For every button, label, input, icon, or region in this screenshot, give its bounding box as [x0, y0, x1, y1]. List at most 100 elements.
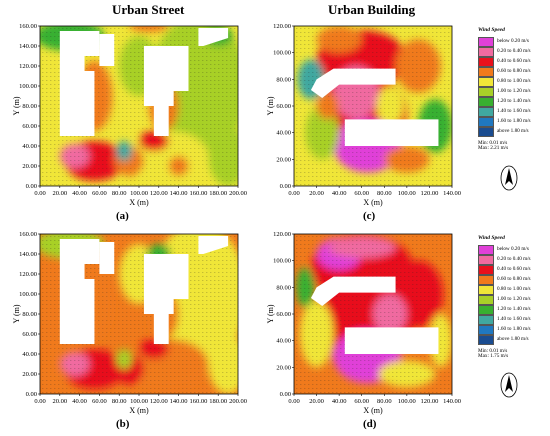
y-tick-label: 20.00	[22, 371, 37, 378]
x-tick-label: 20.00	[309, 398, 324, 405]
legend-entry: 1.60 to 1.80 m/s	[478, 324, 550, 335]
legend-label: 1.40 to 1.60 m/s	[497, 107, 531, 114]
y-tick-label: 0.00	[26, 183, 37, 190]
building-footprint	[310, 68, 396, 98]
x-tick-label: 60.00	[354, 190, 369, 197]
panel-c-urban-building: 0.00 20.00 40.00 60.00 80.00 100.00 120.00 140.…	[266, 22, 466, 214]
x-tick-label: 140.00	[170, 190, 188, 197]
legend-entry: 0.20 to 0.40 m/s	[478, 46, 550, 57]
x-tick-label: 120.00	[150, 398, 168, 405]
x-tick-label: 180.00	[209, 190, 227, 197]
x-tick-label: 140.00	[443, 190, 461, 197]
legend-label: 0.40 to 0.60 m/s	[497, 265, 531, 272]
x-tick-label: 60.00	[354, 398, 369, 405]
building-footprint	[344, 327, 439, 354]
building-footprint	[99, 34, 115, 66]
legend-swatch	[478, 254, 494, 265]
y-tick-label: 140.00	[19, 251, 37, 258]
legend-swatch	[478, 304, 494, 315]
wind-zone	[168, 156, 189, 176]
x-tick-label: 120.00	[420, 398, 438, 405]
y-tick-label: 60.00	[276, 103, 291, 110]
x-axis-title: X (m)	[129, 406, 149, 415]
legend-entry: 0.60 to 0.80 m/s	[478, 274, 550, 285]
legend-title: Wind Speed	[478, 235, 505, 241]
legend-swatch	[478, 284, 494, 295]
y-tick-label: 0.00	[26, 391, 37, 398]
y-tick-label: 60.00	[22, 331, 37, 338]
x-tick-label: 40.00	[332, 190, 347, 197]
legend-swatch	[478, 56, 494, 67]
y-tick-label: 80.00	[276, 284, 291, 291]
legend-label: 1.00 to 1.20 m/s	[497, 87, 531, 94]
x-tick-label: 120.00	[150, 190, 168, 197]
legend-entry: below 0.20 m/s	[478, 36, 550, 47]
wind-zone	[378, 360, 436, 388]
legend-swatch	[478, 46, 494, 57]
title-urban-street: Urban Street	[112, 2, 185, 17]
y-axis-title: Y (m)	[266, 304, 275, 323]
wind-zone	[116, 141, 133, 161]
x-tick-label: 80.00	[377, 190, 392, 197]
y-tick-label: 40.00	[276, 338, 291, 345]
legend-swatch	[478, 126, 494, 137]
legend-label: 1.60 to 1.80 m/s	[497, 117, 531, 124]
y-tick-label: 100.00	[273, 50, 291, 57]
legend-label: 1.40 to 1.60 m/s	[497, 315, 531, 322]
building-footprint	[198, 236, 229, 254]
wind-zone	[384, 146, 430, 173]
legend-swatch	[478, 264, 494, 275]
wind-zone	[373, 294, 407, 334]
legend-entry: above 1.80 m/s	[478, 126, 550, 137]
building-footprint	[69, 31, 100, 56]
y-tick-label: 140.00	[19, 43, 37, 50]
y-axis-title: Y (m)	[266, 96, 275, 115]
wind-zone	[208, 334, 238, 394]
y-tick-label: 120.00	[19, 271, 37, 278]
legend-label: above 1.80 m/s	[497, 335, 529, 342]
y-tick-label: 60.00	[276, 311, 291, 318]
y-tick-label: 40.00	[276, 130, 291, 137]
legend-label: 0.20 to 0.40 m/s	[497, 255, 531, 262]
y-tick-label: 40.00	[22, 143, 37, 150]
wind-zone	[129, 26, 169, 32]
x-tick-label: 60.00	[92, 190, 107, 197]
panel-a-urban-street: 0.00 20.00 40.00 60.00 80.00 100.00 120.00 140.…	[12, 22, 252, 214]
legend-swatch	[478, 324, 494, 335]
x-tick-label: 0.00	[288, 398, 299, 405]
legend-label: 1.20 to 1.40 m/s	[497, 305, 531, 312]
legend-swatch	[478, 274, 494, 285]
x-tick-label: 40.00	[72, 190, 87, 197]
legend-label: 0.60 to 0.80 m/s	[497, 67, 531, 74]
north-arrow-icon	[500, 165, 518, 196]
y-tick-label: 0.00	[280, 183, 291, 190]
building-footprint	[69, 239, 100, 264]
wind-zone	[59, 144, 90, 168]
x-tick-label: 100.00	[130, 190, 148, 197]
legend-label: 1.00 to 1.20 m/s	[497, 295, 531, 302]
x-axis-title: X (m)	[363, 198, 383, 207]
wind-zone	[299, 300, 334, 368]
y-tick-label: 40.00	[22, 351, 37, 358]
y-tick-label: 80.00	[22, 311, 37, 318]
legend-entry: 0.80 to 1.00 m/s	[478, 76, 550, 87]
building-footprint	[310, 276, 396, 306]
y-tick-label: 120.00	[19, 63, 37, 70]
panel-label-b: (b)	[116, 418, 130, 430]
legend-label: 0.60 to 0.80 m/s	[497, 275, 531, 282]
legend-swatch	[478, 96, 494, 107]
legend-entry: 1.40 to 1.60 m/s	[478, 106, 550, 117]
panel-label-a: (a)	[116, 210, 129, 222]
legend-swatch	[478, 76, 494, 87]
panel-d-urban-building: 0.00 20.00 40.00 60.00 80.00 100.00 120.00 140.…	[266, 230, 466, 422]
legend-swatch	[478, 314, 494, 325]
x-tick-label: 0.00	[34, 398, 45, 405]
y-tick-label: 20.00	[22, 163, 37, 170]
building-footprint	[153, 299, 169, 344]
y-tick-label: 60.00	[22, 123, 37, 130]
wind-zone	[208, 126, 238, 186]
legend-entry: 0.20 to 0.40 m/s	[478, 254, 550, 265]
x-tick-label: 80.00	[377, 398, 392, 405]
wind-field	[294, 26, 452, 186]
wind-zone	[316, 92, 340, 120]
